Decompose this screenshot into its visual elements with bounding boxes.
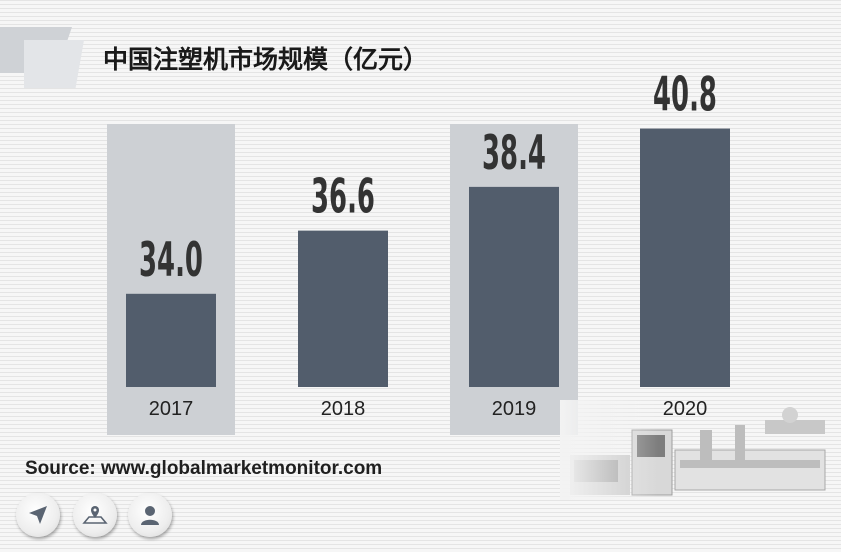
category-label-2017: 2017 [149,398,194,420]
map-button[interactable] [73,493,117,537]
navigation-arrow-icon [29,506,47,524]
user-icon [141,506,159,525]
injection-machine-illustration [560,400,841,500]
source-text: Source: www.globalmarketmonitor.com [25,458,383,479]
bar-2017 [126,293,216,387]
category-label-2019: 2019 [492,398,537,420]
bar-2020 [640,128,730,387]
category-label-2018: 2018 [321,398,366,420]
navigation-button[interactable] [16,493,60,537]
data-label-2017: 34.0 [139,233,203,287]
data-label-2018: 36.6 [311,169,375,223]
title-tab-decoration-front [24,40,84,88]
map-pin-icon [82,506,108,524]
bar-2019 [469,186,559,387]
bar-2018 [298,230,388,387]
user-button[interactable] [128,493,172,537]
chart-title: 中国注塑机市场规模（亿元） [103,45,429,74]
data-label-2019: 38.4 [482,126,546,180]
data-label-2020: 40.8 [653,67,717,121]
